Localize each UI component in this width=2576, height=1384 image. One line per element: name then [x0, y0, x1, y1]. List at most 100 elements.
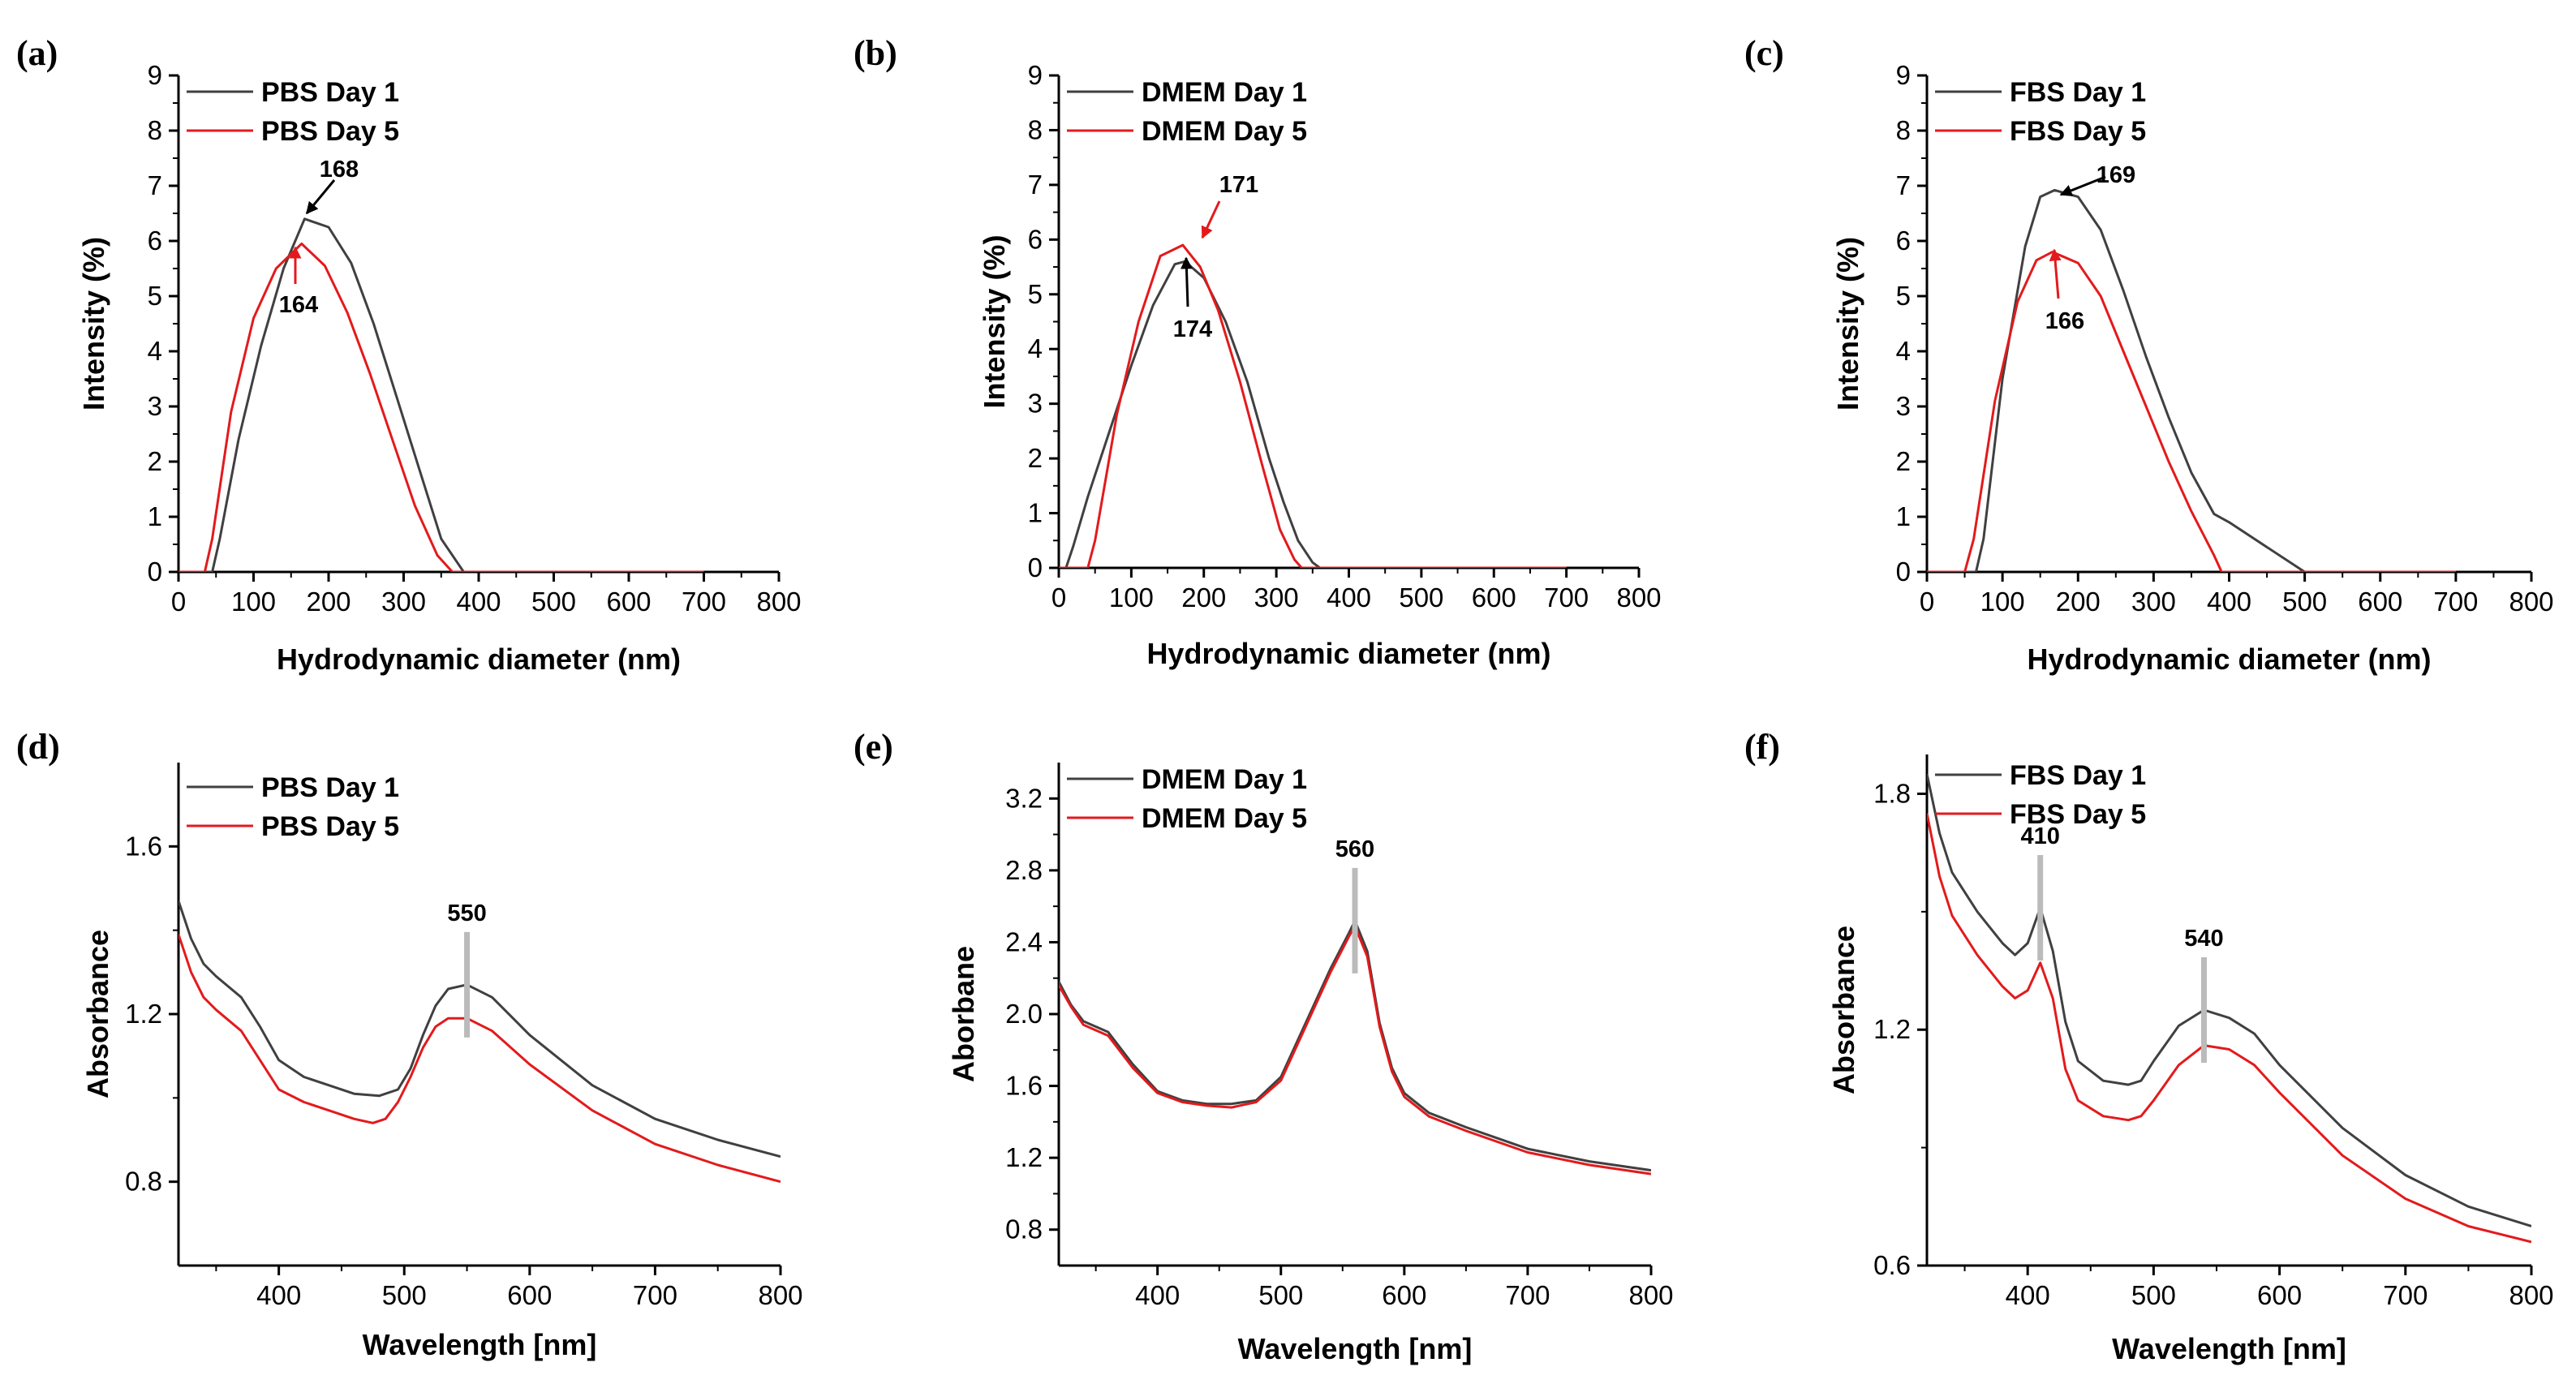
- annotation-label: 174: [1173, 316, 1212, 342]
- x-tick-label: 600: [507, 1280, 552, 1310]
- x-tick-label: 800: [1616, 582, 1661, 612]
- x-tick-label: 600: [606, 587, 651, 617]
- annotation-label: 168: [320, 157, 359, 183]
- x-tick-label: 200: [1181, 582, 1226, 612]
- chart-panel-d: (d) 400 500 600 700 800 0.8 1.2 1.6 Wavelength [n…: [16, 727, 803, 1361]
- y-tick-label: 8: [1028, 114, 1043, 144]
- y-tick-label: 2.0: [1005, 999, 1043, 1029]
- x-tick-label: 600: [1382, 1280, 1426, 1310]
- annotation-label: 164: [279, 292, 318, 318]
- annotation-label: 169: [2096, 162, 2135, 188]
- legend-label: FBS Day 5: [2010, 799, 2146, 830]
- y-tick-label: 5: [148, 281, 162, 311]
- panel-label: (b): [854, 33, 897, 73]
- y-tick-label: 4: [148, 336, 162, 366]
- y-tick-label: 9: [1896, 60, 1911, 90]
- y-tick-label: 1.2: [1005, 1142, 1043, 1172]
- series-line-1: [1927, 188, 2456, 572]
- x-tick-label: 500: [382, 1280, 427, 1310]
- x-tick-label: 600: [1472, 582, 1516, 612]
- x-tick-label: 700: [2383, 1280, 2428, 1310]
- y-tick-label: 3: [1896, 391, 1911, 421]
- legend-label: PBS Day 1: [261, 77, 399, 108]
- x-tick-label: 300: [2131, 587, 2176, 617]
- series-line-1: [1059, 919, 1651, 1172]
- x-tick-label: 500: [1258, 1280, 1303, 1310]
- y-tick-label: 8: [1896, 115, 1911, 145]
- y-tick-label: 1: [1896, 501, 1911, 531]
- x-axis-title: Hydrodynamic diameter (nm): [1146, 637, 1550, 670]
- y-tick-label: 9: [148, 60, 162, 90]
- x-tick-label: 800: [758, 1280, 802, 1310]
- x-tick-label: 800: [756, 587, 801, 617]
- y-tick-label: 9: [1028, 60, 1043, 90]
- y-tick-label: 2.4: [1005, 926, 1043, 956]
- series-line-2: [1059, 243, 1567, 568]
- annotation-arrow: [2059, 175, 2106, 196]
- series-line-1: [1059, 260, 1567, 568]
- y-tick-label: 1: [1028, 498, 1043, 528]
- panel-label: (d): [16, 727, 60, 767]
- annotation-label: 410: [2020, 823, 2059, 849]
- y-axis-title: Intensity (%): [978, 234, 1011, 408]
- annotation-label: 550: [447, 900, 486, 926]
- series-line-2: [178, 242, 704, 572]
- y-tick-label: 5: [1896, 281, 1911, 311]
- x-tick-label: 400: [2207, 587, 2251, 617]
- x-axis-title: Wavelength [nm]: [2112, 1332, 2346, 1365]
- series-line-2: [178, 934, 781, 1184]
- x-tick-label: 800: [2509, 1280, 2553, 1310]
- annotation-arrow: [1201, 200, 1221, 239]
- y-axis-title: Absorbance: [81, 930, 114, 1098]
- y-tick-label: 4: [1028, 333, 1043, 363]
- legend-label: FBS Day 5: [2010, 116, 2146, 147]
- y-tick-label: 3: [1028, 389, 1043, 419]
- x-tick-label: 200: [2056, 587, 2101, 617]
- x-tick-label: 200: [306, 587, 350, 617]
- y-tick-label: 4: [1896, 336, 1911, 366]
- x-tick-label: 400: [2006, 1280, 2050, 1310]
- annotation-label: 560: [1335, 836, 1374, 862]
- y-tick-label: 5: [1028, 279, 1043, 309]
- chart-panel-f: (f) 400 500 600 700 800 0.6 1.2 1.8 Wavelength [n…: [1744, 727, 2554, 1365]
- x-tick-label: 400: [456, 587, 501, 617]
- y-tick-label: 2: [1896, 446, 1911, 476]
- x-tick-label: 500: [1399, 582, 1443, 612]
- legend-label: PBS Day 5: [261, 811, 399, 842]
- x-tick-label: 400: [1135, 1280, 1180, 1310]
- y-tick-label: 1: [148, 501, 162, 531]
- y-tick-label: 1.2: [1873, 1014, 1911, 1044]
- x-axis-title: Wavelength [nm]: [1238, 1332, 1473, 1365]
- legend-label: FBS Day 1: [2010, 77, 2146, 108]
- annotation-label: 171: [1219, 172, 1258, 198]
- x-axis-title: Hydrodynamic diameter (nm): [277, 643, 681, 676]
- y-tick-label: 3.2: [1005, 783, 1043, 813]
- y-tick-label: 1.8: [1873, 778, 1911, 808]
- y-tick-label: 2.8: [1005, 855, 1043, 885]
- y-tick-label: 2: [1028, 443, 1043, 473]
- series-line-1: [178, 217, 704, 572]
- y-tick-label: 6: [148, 226, 162, 256]
- x-tick-label: 700: [1544, 582, 1589, 612]
- x-tick-label: 0: [171, 587, 186, 617]
- series-line-1: [178, 900, 781, 1158]
- chart-panel-a: (a) 0 100 200 300 400 500 600 700 800 0 1 2 3 4 5 6 7 8 9 Hy…: [16, 33, 802, 676]
- legend-label: FBS Day 1: [2010, 760, 2146, 791]
- y-tick-label: 7: [148, 170, 162, 200]
- chart-panel-b: (b) 0 100 200 300 400 500 600 700 800 0 1 2 3 4 5 6 7 8 9 Hy…: [854, 33, 1662, 670]
- y-tick-label: 1.6: [1005, 1071, 1043, 1101]
- x-tick-label: 700: [1505, 1280, 1550, 1310]
- x-tick-label: 400: [256, 1280, 301, 1310]
- annotation-arrow: [1180, 256, 1193, 307]
- y-axis-title: Intensity (%): [77, 237, 110, 410]
- y-tick-label: 0: [148, 557, 162, 587]
- legend-label: DMEM Day 1: [1142, 764, 1307, 795]
- panel-label: (e): [854, 727, 893, 767]
- y-tick-label: 0: [1028, 552, 1043, 582]
- x-tick-label: 500: [2131, 1280, 2176, 1310]
- x-tick-label: 500: [531, 587, 576, 617]
- x-tick-label: 700: [682, 587, 726, 617]
- legend-label: PBS Day 1: [261, 772, 399, 803]
- annotation-label: 540: [2184, 926, 2223, 952]
